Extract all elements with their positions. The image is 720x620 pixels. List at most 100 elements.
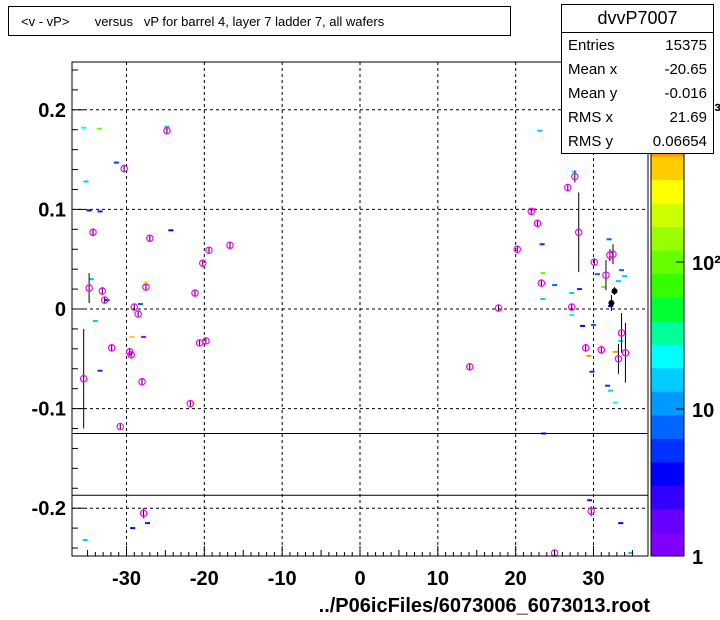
profile-marker (590, 258, 599, 266)
profile-marker (533, 219, 542, 228)
profile-marker (614, 354, 623, 363)
color-bin (605, 384, 611, 387)
profile-marker (567, 303, 576, 311)
x-tick-label: 20 (505, 568, 527, 590)
color-bin (615, 280, 621, 283)
stats-value: -0.016 (664, 85, 707, 102)
x-tick-label: 0 (354, 568, 365, 590)
profile-marker (226, 241, 234, 250)
palette-swatch (651, 508, 684, 533)
color-bin (129, 335, 135, 338)
profile-marker (609, 250, 617, 259)
y-tick-label: 0.2 (38, 100, 66, 122)
profile-marker (139, 509, 148, 517)
palette-swatch (651, 461, 684, 486)
palette-swatch (651, 532, 684, 557)
profile-marker (513, 245, 522, 254)
color-bin (540, 272, 546, 275)
color-bin (608, 305, 614, 308)
color-bin (619, 269, 625, 272)
color-bin (137, 303, 143, 306)
solid-marker (608, 300, 615, 307)
palette-swatch (651, 320, 684, 345)
profile-marker (186, 399, 195, 408)
color-bin (552, 284, 558, 287)
stats-value: 15375 (665, 37, 707, 54)
palette-swatch (651, 367, 684, 392)
title-box: <v - vP> versus vP for barrel 4, layer 7… (8, 6, 511, 36)
color-bin (541, 432, 547, 435)
profile-marker (134, 310, 142, 318)
color-bin (168, 229, 174, 232)
color-bin (145, 522, 151, 525)
color-bin (569, 292, 575, 295)
y-tick-labels: -0.2 -0.1 0 0.1 0.2 (32, 100, 66, 520)
color-bin (612, 350, 618, 353)
profile-marker (617, 329, 626, 337)
stats-divider (562, 32, 713, 33)
color-bin (164, 125, 170, 128)
color-bin (86, 209, 92, 212)
profile-marker (79, 374, 88, 383)
profile-marker (571, 172, 579, 181)
palette-swatch (651, 179, 684, 204)
profile-marker (587, 507, 595, 515)
profile-marker (621, 349, 630, 357)
profile-marker (107, 344, 116, 352)
x-tick-label: 10 (427, 568, 449, 590)
palette-swatch (651, 391, 684, 416)
profile-marker (116, 422, 125, 431)
color-bin (571, 170, 577, 173)
stats-label: RMS y (568, 133, 613, 150)
x-tick-label: 30 (582, 568, 604, 590)
color-bin (591, 323, 597, 326)
color-bin (83, 180, 89, 183)
profile-marker (138, 377, 146, 386)
y-tick-label: -0.1 (32, 399, 66, 421)
color-bin (82, 539, 88, 542)
profile-marker (494, 304, 503, 312)
palette-swatch (651, 485, 684, 510)
color-bin (141, 335, 147, 338)
profile-marker (130, 303, 139, 311)
stats-row-entries: Entries 15375 (562, 34, 713, 58)
stats-row-rms-y: RMS y 0.06654 (562, 130, 713, 154)
stats-value: 21.69 (669, 109, 707, 126)
color-bin (586, 354, 592, 357)
profile-marker (98, 287, 107, 295)
solid-marker (611, 288, 618, 295)
color-bin (601, 286, 607, 289)
stats-row-mean-y: Mean y -0.016 (562, 82, 713, 106)
profile-marker (191, 289, 199, 297)
color-bin (580, 324, 586, 327)
color-bin (97, 210, 103, 213)
z-tick-label: 10 (692, 400, 714, 422)
color-bin (190, 402, 196, 405)
profile-marker (120, 164, 128, 173)
z-tick-label: 10² (692, 253, 720, 275)
profile-marker (602, 271, 610, 279)
palette-swatch (651, 438, 684, 463)
color-bin (113, 161, 119, 164)
color-bin (594, 273, 600, 276)
profile-marker (163, 126, 171, 135)
profile-marker (127, 351, 135, 359)
z-tick-label: 1 (692, 547, 703, 569)
stats-label: Mean x (568, 61, 618, 78)
profile-marker (537, 279, 546, 287)
profile-marker (574, 228, 583, 237)
color-bin (540, 298, 546, 301)
profile-marker (146, 234, 154, 243)
color-bin (589, 370, 595, 373)
profile-marker (202, 337, 210, 345)
profile-marker (597, 346, 606, 354)
color-bin (618, 339, 624, 342)
palette-swatch (651, 297, 684, 322)
profile-marker (89, 228, 97, 237)
color-bin (587, 499, 593, 502)
color-bins (81, 125, 634, 555)
color-bin (569, 313, 575, 316)
plot-title: <v - vP> versus vP for barrel 4, layer 7… (21, 14, 385, 29)
color-bin (88, 278, 94, 281)
